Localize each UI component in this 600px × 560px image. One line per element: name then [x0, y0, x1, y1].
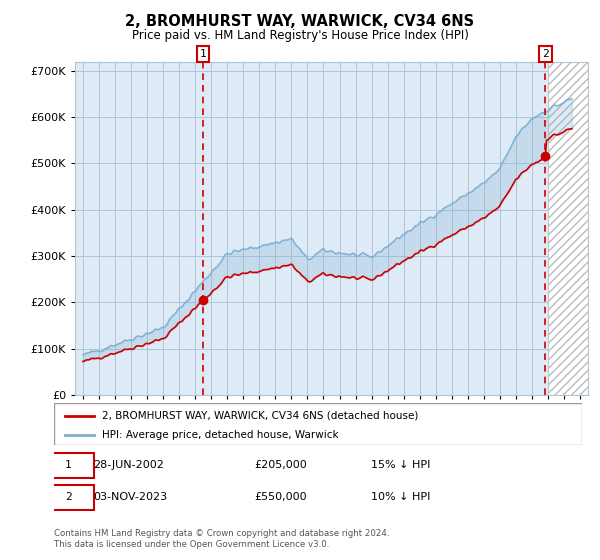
Text: 15% ↓ HPI: 15% ↓ HPI: [371, 460, 430, 470]
Text: Contains HM Land Registry data © Crown copyright and database right 2024.
This d: Contains HM Land Registry data © Crown c…: [54, 529, 389, 549]
Text: £550,000: £550,000: [254, 492, 307, 502]
Text: HPI: Average price, detached house, Warwick: HPI: Average price, detached house, Warw…: [101, 430, 338, 440]
Text: 10% ↓ HPI: 10% ↓ HPI: [371, 492, 430, 502]
FancyBboxPatch shape: [43, 484, 94, 510]
FancyBboxPatch shape: [43, 452, 94, 478]
Text: 28-JUN-2002: 28-JUN-2002: [94, 460, 164, 470]
Text: £205,000: £205,000: [254, 460, 307, 470]
Text: 2: 2: [65, 492, 72, 502]
Text: 1: 1: [200, 49, 206, 59]
Text: 2, BROMHURST WAY, WARWICK, CV34 6NS (detached house): 2, BROMHURST WAY, WARWICK, CV34 6NS (det…: [101, 411, 418, 421]
Bar: [548, 62, 588, 395]
Text: Price paid vs. HM Land Registry's House Price Index (HPI): Price paid vs. HM Land Registry's House …: [131, 29, 469, 42]
FancyBboxPatch shape: [54, 403, 582, 445]
Text: 03-NOV-2023: 03-NOV-2023: [94, 492, 168, 502]
Bar: [548, 62, 588, 395]
Text: 2: 2: [542, 49, 549, 59]
Text: 2, BROMHURST WAY, WARWICK, CV34 6NS: 2, BROMHURST WAY, WARWICK, CV34 6NS: [125, 14, 475, 29]
Text: 1: 1: [65, 460, 72, 470]
